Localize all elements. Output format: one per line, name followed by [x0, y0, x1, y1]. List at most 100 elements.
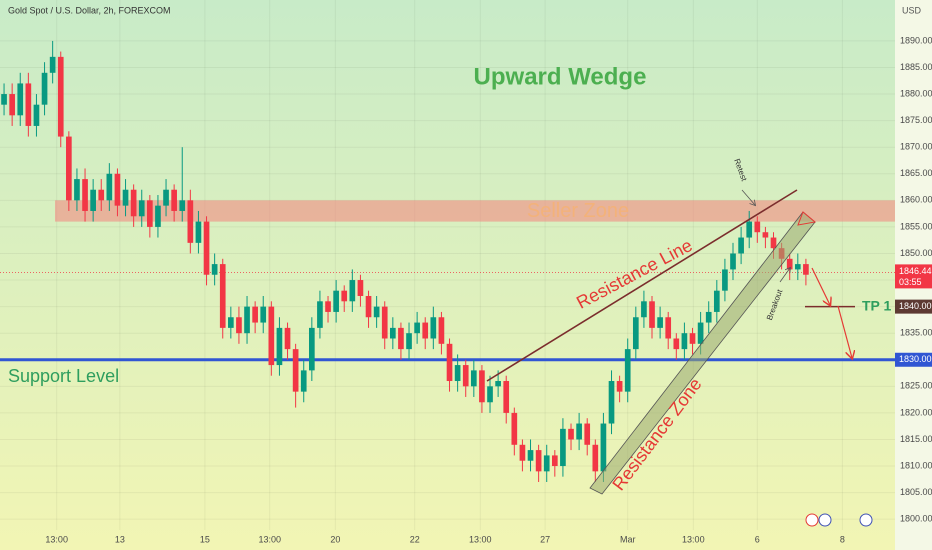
candle-body	[228, 317, 234, 328]
candle-body	[608, 381, 615, 424]
candle-body	[292, 349, 299, 392]
y-tick-label: 1875.00	[900, 115, 932, 125]
candle-body	[357, 280, 364, 296]
headline: Upward Wedge	[474, 63, 647, 90]
candle-body	[681, 333, 688, 350]
x-tick-label: 20	[330, 534, 340, 544]
candle-body	[147, 200, 153, 227]
candle-body	[705, 311, 712, 323]
y-tick-label: 1885.00	[900, 62, 932, 72]
support-price-label: 1830.00	[899, 354, 932, 364]
last-price-box	[895, 264, 932, 289]
candle-body	[203, 221, 210, 275]
candle-body	[138, 200, 145, 217]
candle-body	[260, 306, 267, 323]
candle-body	[349, 280, 356, 302]
candle-body	[236, 317, 242, 334]
y-tick-label: 1815.00	[900, 434, 932, 444]
candle-body	[41, 72, 48, 105]
candle-body	[398, 327, 404, 350]
candle-body	[74, 179, 80, 201]
x-tick-label: 15	[200, 534, 210, 544]
event-icon[interactable]	[818, 513, 832, 527]
y-tick-label: 1805.00	[900, 487, 932, 497]
candle-body	[641, 301, 647, 318]
target-arrow-2	[837, 305, 852, 358]
candle-body	[325, 301, 331, 312]
candle-body	[33, 104, 40, 126]
event-icon[interactable]	[805, 513, 819, 527]
candle-body	[632, 317, 639, 350]
candle-body	[584, 423, 591, 445]
candle-body	[414, 322, 420, 334]
candle-body	[66, 136, 72, 201]
candle-body	[163, 189, 169, 206]
candle-body	[624, 349, 631, 392]
candle-body	[689, 333, 696, 344]
candle-body	[657, 317, 663, 328]
countdown-label: 03:55	[899, 277, 922, 287]
candle-body	[430, 317, 437, 339]
x-tick-label: 22	[410, 534, 420, 544]
candle-body	[171, 189, 177, 211]
last-price-label: 1846.44	[899, 266, 932, 276]
tp-price-box	[895, 299, 932, 314]
candle-body	[495, 381, 501, 387]
candle-body	[738, 237, 744, 254]
candle-body	[114, 173, 121, 206]
tp-label: TP 1	[862, 297, 892, 313]
x-tick-label: 27	[540, 534, 550, 544]
candle-body	[211, 264, 218, 275]
candle-body	[746, 221, 753, 238]
candle-body	[446, 343, 453, 382]
y-tick-label: 1810.00	[900, 460, 932, 470]
event-icon[interactable]	[859, 513, 873, 527]
candle-body	[600, 423, 607, 472]
candle-body	[268, 306, 275, 366]
candle-body	[592, 444, 599, 472]
candle-body	[9, 94, 15, 116]
candle-body	[697, 322, 704, 344]
candle-body	[454, 365, 461, 382]
candle-body	[511, 412, 518, 445]
candle-body	[649, 301, 655, 328]
candle-body	[568, 428, 574, 440]
candle-body	[543, 455, 550, 472]
candle-body	[219, 264, 226, 328]
candle-body	[803, 264, 809, 275]
candle-body	[576, 423, 582, 440]
retest-arrow	[741, 189, 755, 205]
candle-body	[276, 327, 283, 366]
candle-body	[49, 56, 56, 73]
y-tick-label: 1890.00	[900, 35, 932, 45]
candle-body	[106, 173, 113, 201]
candle-body	[786, 258, 793, 270]
seller-zone	[55, 200, 895, 222]
x-tick-label: 13:00	[258, 534, 281, 544]
support-label: Support Level	[8, 366, 119, 386]
y-tick-label: 1825.00	[900, 381, 932, 391]
y-tick-label: 1865.00	[900, 168, 932, 178]
y-tick-label: 1870.00	[900, 142, 932, 152]
candle-body	[560, 428, 566, 467]
y-tick-label: 1850.00	[900, 248, 932, 258]
candle-body	[179, 200, 186, 211]
x-tick-label: 13:00	[469, 534, 492, 544]
candle-body	[252, 306, 258, 323]
candle-body	[479, 370, 485, 403]
candle-body	[82, 179, 88, 211]
x-tick-label: 13:00	[682, 534, 705, 544]
candle-body	[503, 381, 510, 413]
x-tick-label: 8	[840, 534, 845, 544]
candle-body	[130, 189, 137, 217]
candle-body	[551, 455, 558, 467]
candle-body	[244, 306, 250, 334]
candle-body	[389, 327, 396, 339]
candle-body	[308, 327, 315, 371]
candle-body	[90, 189, 96, 211]
breakout-arrow	[779, 268, 790, 283]
candle-body	[381, 306, 388, 339]
candle-body	[406, 333, 412, 350]
candle-body	[770, 237, 777, 249]
